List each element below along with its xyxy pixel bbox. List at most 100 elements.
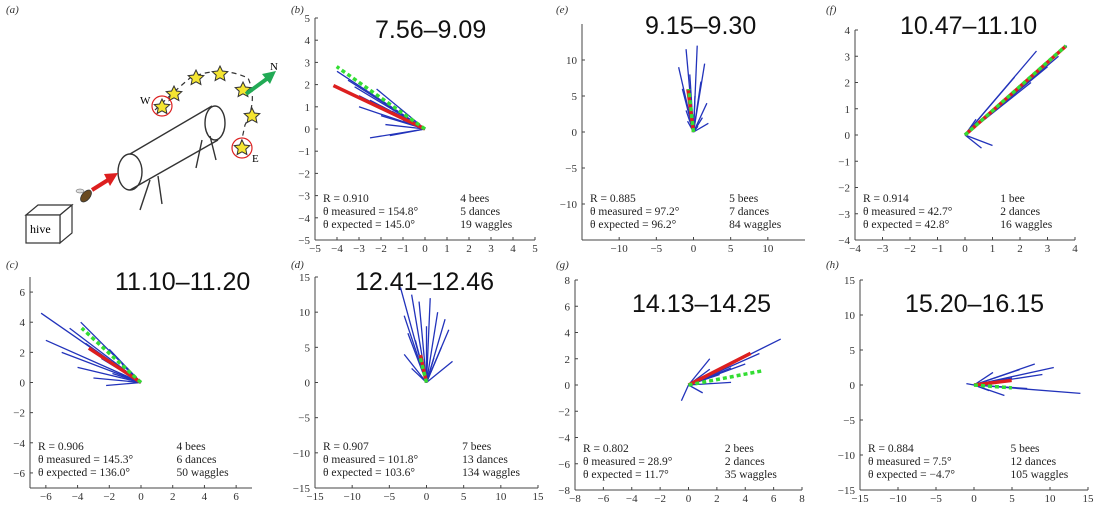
x-tick-label: −1 — [932, 243, 944, 255]
stat-bees: 4 bees — [460, 193, 490, 205]
stat-measured: θ measured = 42.7° — [863, 206, 953, 218]
y-tick-label: 10 — [844, 310, 856, 322]
chart-svg: −5 −4 −3 −2 −1 0 1 2 3 4 5 −5 −4 −3 −2 −1 0 1 2 3 4 5 R = 0.91… — [298, 13, 538, 255]
x-tick-label: −6 — [40, 491, 52, 503]
x-tick-label: −15 — [851, 493, 869, 505]
y-tick-label: −6 — [558, 459, 570, 471]
x-tick-label: −8 — [569, 493, 581, 505]
x-tick-label: −2 — [904, 243, 916, 255]
dance-vector — [411, 367, 427, 383]
x-tick-label: −2 — [654, 493, 666, 505]
dance-vector — [692, 81, 702, 133]
star-icon — [153, 97, 171, 115]
x-tick-label: −4 — [72, 491, 84, 503]
tube-icon — [117, 105, 226, 211]
panel-label: (g) — [556, 259, 569, 271]
x-tick-label: 2 — [1017, 243, 1023, 255]
chart-title: 15.20–16.15 — [905, 290, 1045, 318]
stat-bees: 5 bees — [1010, 443, 1040, 455]
x-tick-label: 5 — [728, 243, 734, 255]
chart-panel-c: (c) 11.10–11.20 −6 −4 −2 0 2 4 6 −6 −4 −2 0 2 4 6 R = 0.… — [0, 255, 285, 510]
compass-n-label: N — [270, 61, 278, 73]
dance-vector — [680, 384, 690, 402]
x-tick-label: 5 — [1009, 493, 1015, 505]
y-tick-label: −10 — [560, 199, 578, 211]
x-tick-label: −3 — [353, 243, 365, 255]
x-tick-label: 10 — [1045, 493, 1057, 505]
dance-vector — [964, 134, 982, 149]
stat-bees: 2 bees — [725, 443, 755, 455]
stat-dances: 5 dances — [460, 206, 500, 218]
y-tick-label: 1 — [305, 102, 311, 114]
expected-vector — [335, 65, 427, 131]
dance-vector — [403, 353, 428, 383]
x-tick-label: −2 — [103, 491, 115, 503]
expected-vector — [417, 354, 429, 383]
dance-vector — [45, 339, 142, 384]
x-tick-label: 0 — [138, 491, 144, 503]
x-tick-label: 10 — [762, 243, 774, 255]
y-tick-label: 0 — [572, 127, 578, 139]
bee-icon — [75, 188, 92, 203]
y-tick-label: 4 — [845, 25, 851, 37]
stat-waggles: 19 waggles — [460, 219, 513, 231]
chart-title: 14.13–14.25 — [632, 290, 772, 318]
chart-panel-d: (d) 12.41–12.46 −15 −10 −5 0 5 10 15 −15 −10 −5 0 5 10… — [285, 255, 550, 510]
x-tick-label: −5 — [309, 243, 321, 255]
y-tick-label: 0 — [850, 380, 856, 392]
y-tick-label: −2 — [558, 406, 570, 418]
stat-dances: 2 dances — [1000, 206, 1040, 218]
star-icon — [243, 106, 261, 124]
star-icon — [233, 138, 251, 156]
y-tick-label: 5 — [572, 91, 578, 103]
expected-vector — [686, 88, 696, 133]
x-tick-label: 4 — [1072, 243, 1078, 255]
y-tick-label: −8 — [558, 485, 570, 497]
stat-r: R = 0.885 — [590, 193, 636, 205]
y-tick-label: 5 — [305, 342, 311, 354]
dance-vector — [93, 377, 142, 384]
stat-r: R = 0.906 — [38, 441, 84, 453]
compass-e-label: E — [252, 153, 259, 165]
x-tick-label: −3 — [877, 243, 889, 255]
marker-w — [151, 95, 173, 117]
x-tick-label: 5 — [532, 243, 538, 255]
x-tick-label: 0 — [962, 243, 968, 255]
x-tick-label: 0 — [686, 493, 692, 505]
x-tick-label: 2 — [714, 493, 720, 505]
y-tick-label: −2 — [13, 408, 25, 420]
y-tick-label: 15 — [844, 275, 856, 287]
expected-vector — [973, 383, 1013, 390]
dance-vector — [687, 358, 711, 386]
y-tick-label: −2 — [298, 168, 310, 180]
stat-bees: 7 bees — [462, 441, 492, 453]
stat-expected: θ expected = 145.0° — [323, 219, 415, 231]
dance-vector — [425, 347, 442, 383]
flight-arrow-icon — [90, 173, 118, 192]
dance-vector — [389, 128, 426, 137]
stat-waggles: 16 waggles — [1000, 219, 1053, 231]
y-tick-label: 3 — [845, 51, 851, 63]
y-tick-label: 4 — [565, 328, 571, 340]
y-tick-label: 0 — [305, 124, 311, 136]
y-tick-label: −15 — [293, 483, 311, 495]
x-tick-label: −1 — [397, 243, 409, 255]
panel-label: (b) — [291, 4, 304, 16]
stat-waggles: 134 waggles — [462, 467, 520, 479]
y-tick-label: 0 — [565, 380, 571, 392]
chart-panel-f: (f) 10.47–11.10 −4 −3 −2 −1 0 1 2 3 4 −4 −3 −2 −1 0 1 2 3 4… — [820, 0, 1099, 255]
stat-waggles: 35 waggles — [725, 469, 778, 481]
dance-vector — [964, 134, 993, 147]
chart-title: 12.41–12.46 — [355, 268, 495, 296]
stat-measured: θ measured = 101.8° — [323, 454, 419, 466]
y-tick-label: −5 — [565, 163, 577, 175]
stat-measured: θ measured = 145.3° — [38, 454, 134, 466]
y-tick-label: −1 — [838, 156, 850, 168]
chart-panel-e: (e) 9.15–9.30 −10 −5 0 5 10 −10 −5 0 5 10 R = 0.885 5… — [550, 0, 820, 255]
dance-vector — [425, 357, 435, 383]
x-tick-label: 5 — [461, 491, 467, 503]
stat-bees: 5 bees — [729, 193, 759, 205]
x-tick-label: 10 — [495, 491, 507, 503]
y-tick-label: 6 — [565, 301, 571, 313]
stat-dances: 13 dances — [462, 454, 508, 466]
